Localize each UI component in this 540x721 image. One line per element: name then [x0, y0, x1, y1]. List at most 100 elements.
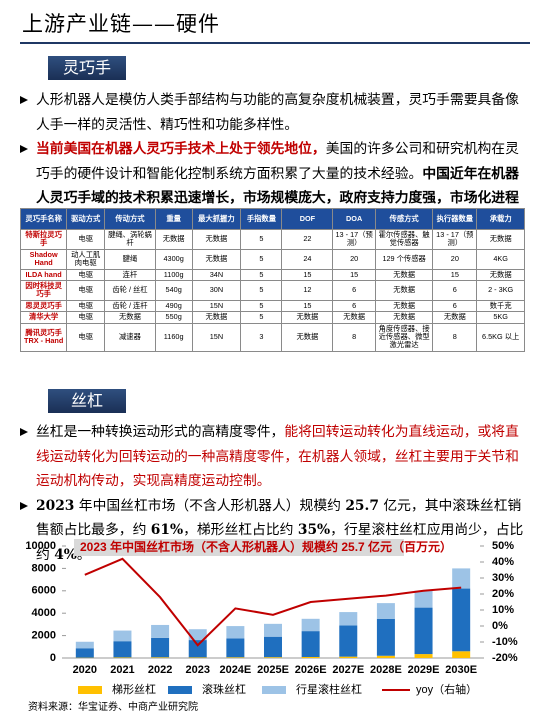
- x-tick-label: 2028E: [370, 664, 402, 676]
- table-cell: 无数据: [476, 268, 525, 281]
- bar-segment: [376, 618, 395, 656]
- text-run: 2023: [36, 497, 75, 514]
- text-run: 能将回转运动转化为直线运动，或将直线运动转化为回转运动的一种高精度零件，在机器人…: [36, 424, 519, 489]
- bar-segment: [113, 641, 132, 658]
- table-cell: 5KG: [476, 311, 525, 324]
- y-tick-label: 2000: [32, 630, 56, 642]
- bar-segment: [452, 651, 471, 658]
- table-cell: 无数据: [374, 279, 434, 301]
- source: 资料来源：华宝证券、中商产业研究院: [28, 702, 198, 713]
- bar-segment: [301, 656, 320, 658]
- table-cell: 5: [240, 279, 283, 301]
- table-cell: 无数据: [374, 311, 434, 324]
- page-title: 上游产业链——硬件: [22, 12, 220, 36]
- bar-segment: [188, 629, 207, 641]
- table-cell: 无数据: [476, 229, 525, 250]
- bar-segment: [301, 618, 320, 632]
- table-cell: 540g: [154, 279, 193, 301]
- x-tick-label: 2020: [73, 664, 97, 676]
- table-cell: 490g: [154, 299, 193, 313]
- x-tick-label: 2030E: [445, 664, 477, 676]
- y2-tick-label: 0%: [492, 620, 508, 632]
- bullet-marker: [20, 96, 28, 104]
- bar-segment: [151, 624, 170, 638]
- table-cell: 腾讯灵巧手 TRX - Hand: [19, 322, 68, 352]
- legend-label: 梯形丝杠: [112, 683, 156, 696]
- column-header: 重量: [154, 208, 193, 230]
- table-cell: Shadow Hand: [19, 248, 68, 270]
- table-cell: 特斯拉灵巧手: [19, 229, 68, 250]
- bar-segment: [452, 588, 471, 652]
- table-cell: 15: [281, 299, 334, 313]
- y-tick-label: 6000: [32, 585, 56, 597]
- table-cell: 电驱: [66, 322, 106, 352]
- table-cell: 550g: [154, 311, 193, 324]
- chart-title: 2023 年中国丝杠市场（不含人形机器人）规模约 25.7 亿元（百万元）: [80, 539, 452, 554]
- table-cell: 电驱: [66, 311, 106, 324]
- column-header: 传动方式: [104, 208, 156, 230]
- y2-tick-label: 20%: [492, 588, 514, 600]
- table-cell: 思灵灵巧手: [19, 299, 68, 313]
- bar-segment: [75, 641, 94, 649]
- column-header: 灵巧手名称: [19, 208, 68, 230]
- table-cell: 6.5KG 以上: [476, 322, 525, 352]
- title-rule: [20, 42, 530, 44]
- table-cell: 无数据: [191, 248, 242, 270]
- table-cell: 无数据: [104, 311, 156, 324]
- table-cell: 电驱: [66, 268, 106, 281]
- table-row: 特斯拉灵巧手 电驱 腱绳、涡轮蜗杆 无数据 无数据 5 22 13 - 17（预测） 霍尔传感器…: [19, 229, 525, 250]
- legend-label: yoy（右轴）: [416, 682, 477, 696]
- table-cell: 20: [432, 248, 478, 270]
- table-cell: 无数据: [374, 268, 434, 281]
- table-row: 清华大学 电驱 无数据 550g 无数据 5 无数据 无数据 无数据 无数据 5KG: [19, 311, 525, 324]
- table-cell: 3: [240, 322, 283, 352]
- column-header: DOF: [281, 208, 334, 230]
- text-run: 人形机器人是模仿人类手部结构与功能的高复杂度机械装置，灵巧手需要具备像人手一样的…: [36, 92, 519, 133]
- y2-tick-label: 40%: [492, 556, 514, 568]
- table-cell: 13 - 17（预测）: [332, 229, 376, 250]
- text-run: 25.7: [345, 497, 379, 514]
- table-cell: 4KG: [476, 248, 525, 270]
- text-run: 61%: [150, 522, 184, 538]
- table-cell: 22: [281, 229, 334, 250]
- y2-tick-label: 30%: [492, 572, 514, 584]
- bar-segment: [151, 657, 170, 658]
- table-cell: 数千克: [476, 299, 525, 313]
- table-cell: 齿轮 / 连杆: [104, 299, 156, 313]
- table-cell: 2 - 3KG: [476, 279, 525, 301]
- bullet-marker: [20, 501, 28, 510]
- table-cell: 15: [281, 268, 334, 281]
- table-cell: 无数据: [281, 322, 334, 352]
- x-tick-label: 2023: [185, 664, 209, 676]
- y-tick-label: 4000: [32, 607, 56, 619]
- text-run: 35%: [297, 522, 331, 538]
- table-cell: 霍尔传感器、触觉传感器: [374, 229, 434, 250]
- bar-segment: [151, 637, 170, 658]
- table-cell: 无数据: [191, 311, 242, 324]
- chart: 2023 年中国丝杠市场（不含人形机器人）规模约 25.7 亿元（百万元） 0 2…: [25, 539, 518, 696]
- x-tick-label: 2027E: [332, 664, 364, 676]
- table-cell: 无数据: [432, 311, 478, 324]
- bar-segment: [264, 623, 282, 637]
- text-run: 美国的许多公司和研究机构在灵巧手的硬件设计和智能化控制系统方面积累了大量的技术经…: [36, 141, 519, 182]
- table-cell: 清华大学: [19, 311, 68, 324]
- bullet-marker: [20, 145, 28, 153]
- bar-segment: [339, 612, 358, 626]
- bar-segment: [188, 657, 207, 658]
- bar-segment: [113, 630, 132, 642]
- table-cell: 腱绳、涡轮蜗杆: [104, 229, 156, 250]
- table-cell: 无数据: [281, 311, 334, 324]
- column-header: 手指数量: [240, 208, 283, 230]
- text-run: 年中国丝杠市场（不含人形机器人）规模约: [74, 497, 346, 514]
- table-row: 因时科技灵巧手 电驱 齿轮 / 丝杠 540g 30N 5 12 6 无数据 6 2 - 3KG: [19, 279, 525, 301]
- bar-segment: [264, 657, 282, 658]
- table-cell: 13 - 17（预测）: [432, 229, 478, 250]
- table-cell: 12: [281, 279, 334, 301]
- x-tick-label: 2022: [148, 664, 172, 676]
- bar-segment: [188, 640, 207, 658]
- table-cell: 15N: [191, 322, 242, 352]
- yoy-line: [84, 557, 462, 647]
- table-cell: 6: [432, 299, 478, 313]
- x-tick-label: 2026E: [295, 664, 327, 676]
- y-tick-label: 0: [50, 652, 56, 664]
